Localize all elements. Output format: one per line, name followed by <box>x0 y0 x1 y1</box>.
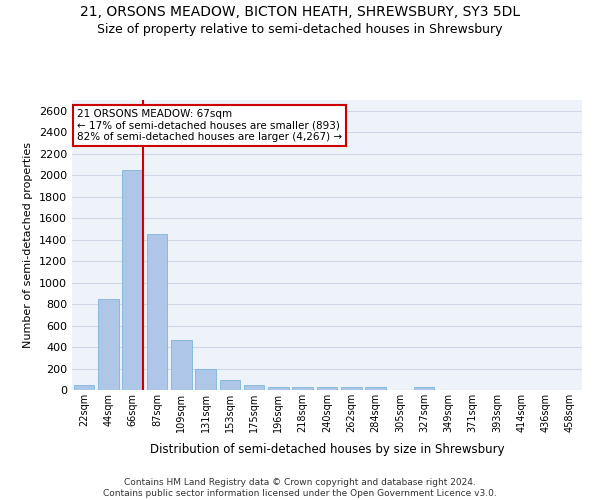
Bar <box>292 387 313 390</box>
Bar <box>365 387 386 390</box>
Bar <box>341 387 362 390</box>
Bar <box>244 386 265 390</box>
Text: Distribution of semi-detached houses by size in Shrewsbury: Distribution of semi-detached houses by … <box>149 442 505 456</box>
Bar <box>122 170 143 390</box>
Bar <box>146 234 167 390</box>
Bar <box>317 387 337 390</box>
Bar <box>414 387 434 390</box>
Y-axis label: Number of semi-detached properties: Number of semi-detached properties <box>23 142 34 348</box>
Bar <box>268 387 289 390</box>
Text: 21, ORSONS MEADOW, BICTON HEATH, SHREWSBURY, SY3 5DL: 21, ORSONS MEADOW, BICTON HEATH, SHREWSB… <box>80 5 520 19</box>
Bar <box>74 384 94 390</box>
Bar <box>98 298 119 390</box>
Text: 21 ORSONS MEADOW: 67sqm
← 17% of semi-detached houses are smaller (893)
82% of s: 21 ORSONS MEADOW: 67sqm ← 17% of semi-de… <box>77 108 342 142</box>
Bar <box>171 340 191 390</box>
Text: Contains HM Land Registry data © Crown copyright and database right 2024.
Contai: Contains HM Land Registry data © Crown c… <box>103 478 497 498</box>
Bar <box>195 368 216 390</box>
Bar <box>220 380 240 390</box>
Text: Size of property relative to semi-detached houses in Shrewsbury: Size of property relative to semi-detach… <box>97 22 503 36</box>
